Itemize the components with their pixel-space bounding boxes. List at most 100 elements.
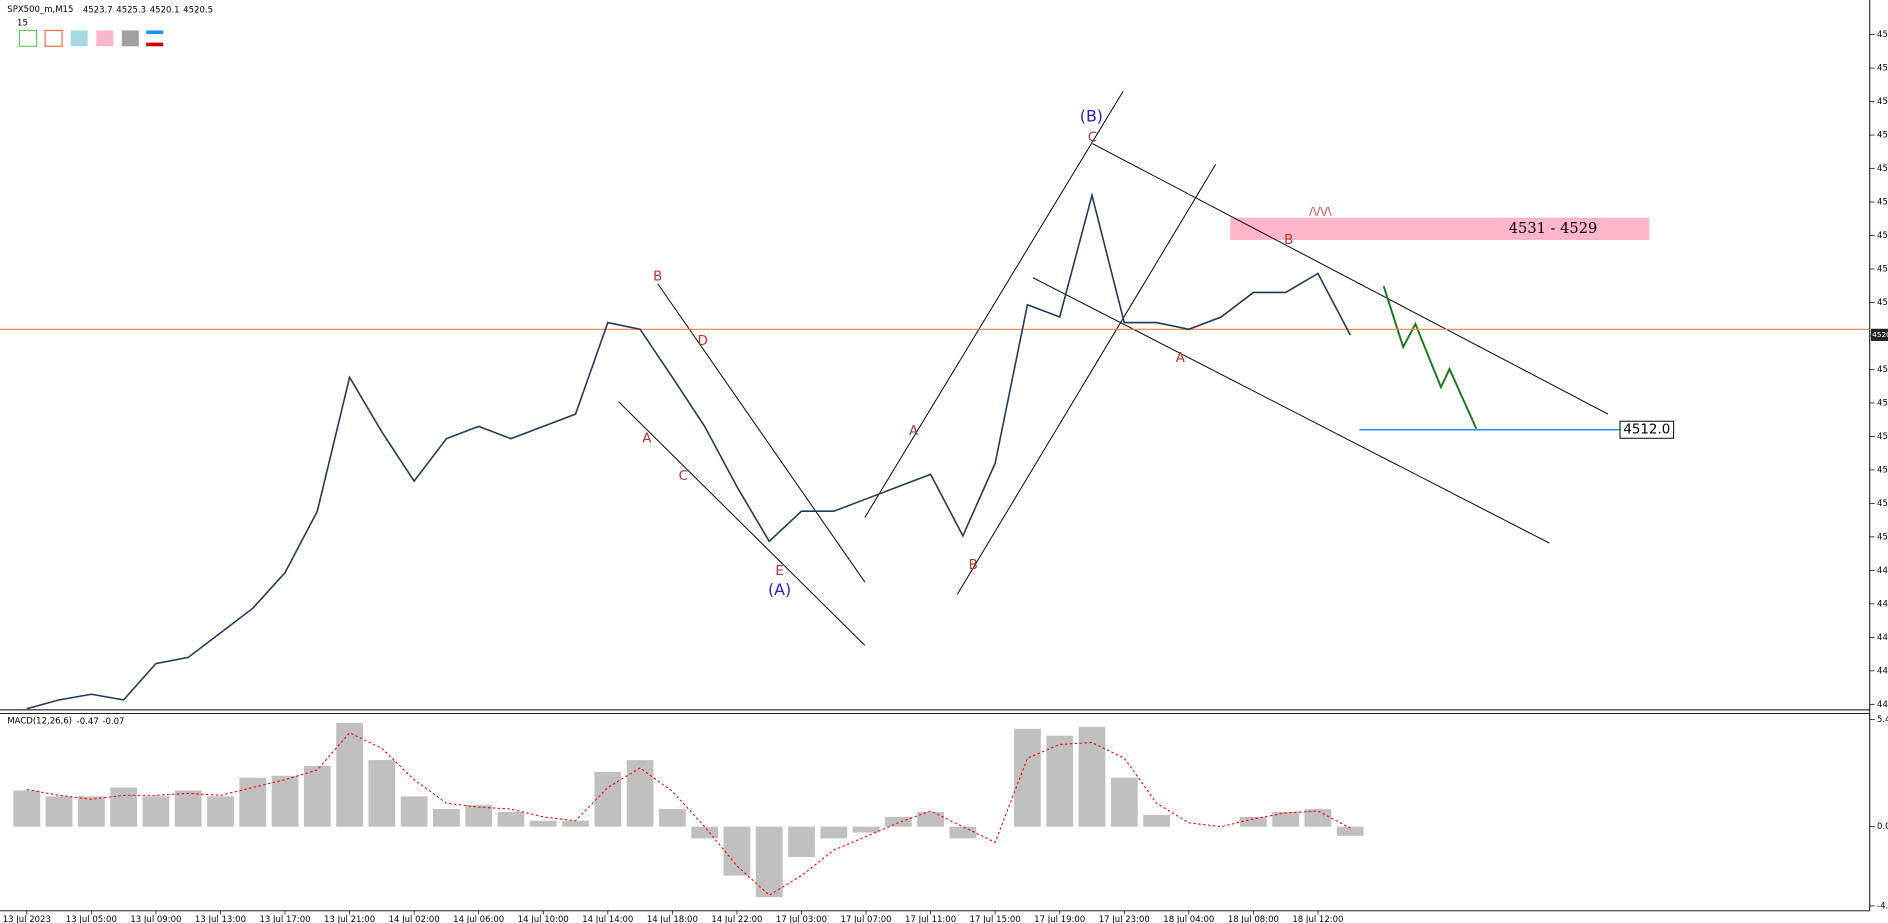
tool-icon[interactable]: [146, 30, 164, 35]
x-tick-label: 17 Jul 15:00: [970, 915, 1021, 923]
ohlc-value: 4525.3: [116, 5, 146, 15]
wave-label: /\/\/\: [1309, 205, 1331, 218]
y-tick-label: 4487.4: [1877, 700, 1888, 710]
ohlc: 4523.7 4525.3 4520.1 4520.5: [83, 5, 213, 15]
tool-icon[interactable]: [70, 30, 88, 47]
y-tick-label: 4517.4: [1877, 365, 1888, 375]
forecast-path: [1382, 285, 1478, 430]
y-tick-label: 4490.4: [1877, 666, 1888, 676]
x-tick-label: 13 Jul 17:00: [259, 915, 310, 923]
tool-icon[interactable]: [18, 29, 38, 47]
x-tick-label: 18 Jul 04:00: [1163, 915, 1214, 923]
macd-title: MACD(12,26,6): [7, 716, 72, 726]
macd-bar: [271, 775, 299, 827]
macd-bar: [755, 826, 783, 898]
y-tick-label: 4526.4: [1877, 265, 1888, 275]
x-tick-label: 14 Jul 14:00: [582, 915, 633, 923]
macd-bar: [13, 790, 41, 827]
period: 15: [17, 19, 28, 29]
ohlc-value: 4520.1: [150, 5, 180, 15]
macd-bar: [949, 826, 977, 839]
macd-bar: [1014, 728, 1041, 827]
macd-bar: [917, 811, 944, 827]
y-tick-label: 4538.4: [1877, 131, 1888, 141]
y-tick-label: 4523.4: [1877, 298, 1888, 308]
macd-bar: [852, 826, 880, 833]
macd-bar: [529, 820, 557, 827]
wave-label: C: [1088, 131, 1097, 146]
zone: [1230, 217, 1650, 240]
tool-icon[interactable]: [96, 30, 114, 47]
wave-label: D: [698, 334, 708, 349]
ohlc-value: 4520.5: [183, 5, 213, 15]
wave-label: A: [909, 424, 919, 439]
tool-icon[interactable]: [121, 30, 139, 47]
y-tick-label: -4.05: [1877, 901, 1888, 911]
macd-bar: [1272, 811, 1300, 827]
macd-bar: [110, 787, 138, 827]
wave-label: (B): [1080, 106, 1103, 125]
x-tick-label: 13 Jul 2023: [3, 915, 51, 923]
macd-bar: [1336, 826, 1364, 836]
macd-bar: [174, 790, 202, 827]
y-tick-label: 0.00: [1877, 822, 1888, 832]
y-tick-label: 4493.4: [1877, 633, 1888, 643]
macd-bar: [77, 796, 105, 827]
x-tick-label: 17 Jul 11:00: [905, 915, 956, 923]
wave-label: B: [1284, 233, 1293, 248]
x-tick-label: 17 Jul 19:00: [1034, 915, 1085, 923]
x-tick-label: 14 Jul 18:00: [647, 915, 698, 923]
y-tick-label: 4532.4: [1877, 198, 1888, 208]
macd-bar: [465, 805, 493, 827]
y-tick-label: 4529.4: [1877, 231, 1888, 241]
macd-bar: [788, 826, 815, 858]
macd-bar: [594, 771, 622, 827]
macd-bar: [239, 777, 267, 827]
price-tag-label: 4520.5: [1872, 330, 1888, 339]
macd-bar: [626, 760, 654, 827]
macd-bar: [1143, 814, 1170, 827]
wave-label: B: [653, 269, 662, 284]
macd-values: -0.47 -0.07: [77, 716, 125, 726]
macd-bar: [1304, 809, 1332, 827]
macd-bar: [884, 816, 912, 827]
x-tick-label: 13 Jul 05:00: [66, 915, 117, 923]
tool-icon[interactable]: [44, 29, 63, 47]
y-tick-label: 4535.4: [1877, 164, 1888, 174]
trend-lines: [618, 91, 1609, 646]
macd-bar: [207, 796, 234, 827]
signal-value: -0.07: [102, 716, 124, 726]
macd-bar: [400, 796, 428, 827]
y-tick-label: 5.47: [1877, 715, 1888, 725]
macd-bar: [1110, 777, 1138, 827]
y-tick-label: 4505.4: [1877, 499, 1888, 509]
macd-bar: [142, 796, 170, 827]
tool-icon[interactable]: [146, 42, 164, 47]
macd-bar: [1239, 816, 1267, 827]
x-tick-label: 17 Jul 23:00: [1099, 915, 1150, 923]
wave-label: C: [679, 469, 688, 484]
y-tick-label: 4508.4: [1877, 465, 1888, 475]
macd-bar: [336, 722, 363, 827]
macd-bar: [691, 826, 719, 839]
target-label: 4512.0: [1623, 423, 1670, 438]
target-box: [1619, 420, 1675, 439]
x-tick-label: 17 Jul 07:00: [841, 915, 892, 923]
macd-bar: [497, 811, 525, 827]
toolbar[interactable]: [18, 29, 164, 47]
macd-bar: [820, 826, 848, 839]
macd-bar: [433, 809, 460, 827]
x-tick-label: 13 Jul 09:00: [130, 915, 181, 923]
x-tick-label: 14 Jul 10:00: [518, 915, 569, 923]
y-tick-label: 4514.4: [1877, 398, 1888, 408]
macd-bar: [658, 809, 686, 827]
macd-bar: [1078, 726, 1106, 827]
wave-label: E: [775, 564, 783, 579]
zone-label: 4531 - 4529: [1509, 220, 1598, 237]
x-tick-label: 14 Jul 22:00: [711, 915, 762, 923]
price-tag: [1870, 328, 1888, 341]
macd-bar: [303, 766, 331, 827]
